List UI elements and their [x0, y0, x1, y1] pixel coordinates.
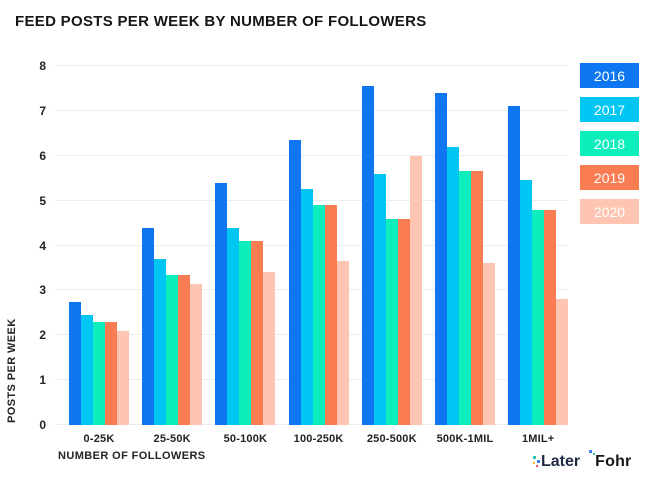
x-axis-tick-100-250K: 100-250K — [293, 433, 344, 445]
later-logo-dot-icon — [536, 465, 538, 467]
x-axis-tick-1MIL+: 1MIL+ — [521, 433, 555, 445]
bar-2017-50-100K — [227, 227, 240, 425]
bar-2019-100-250K — [324, 205, 337, 425]
bar-2019-500K-1MIL — [471, 171, 483, 425]
footer-logos: Later Fohr — [533, 450, 632, 471]
x-axis-label: NUMBER OF FOLLOWERS — [58, 450, 206, 462]
later-logo: Later — [533, 450, 595, 471]
legend-item-2020: 2020 — [580, 199, 639, 224]
bar-2020-1MIL+ — [556, 299, 569, 425]
bar-group-50-100K — [215, 182, 276, 425]
y-axis-tick-5: 5 — [39, 193, 46, 208]
bar-2019-0-25K — [105, 321, 117, 425]
y-axis-tick-7: 7 — [39, 103, 46, 118]
bar-group-100-250K — [288, 140, 349, 425]
x-axis-tick-25-50K: 25-50K — [153, 433, 191, 445]
legend-item-2016: 2016 — [580, 63, 639, 88]
bar-2016-1MIL+ — [508, 106, 521, 425]
bar-2018-50-100K — [239, 241, 252, 425]
bar-2016-100-250K — [288, 140, 301, 425]
later-logo-dot-icon — [589, 450, 592, 453]
bar-2017-25-50K — [154, 258, 167, 425]
y-axis-label: POSTS PER WEEK — [6, 318, 18, 423]
x-axis-tick-50-100K: 50-100K — [223, 433, 268, 445]
bar-2020-25-50K — [190, 283, 203, 425]
x-axis-tick-0-25K: 0-25K — [83, 433, 115, 445]
legend-item-2018: 2018 — [580, 131, 639, 156]
later-logo-dot-icon — [593, 453, 595, 455]
bar-2020-0-25K — [117, 330, 129, 425]
y-axis-tick-1: 1 — [39, 373, 46, 388]
bar-2020-250-500K — [409, 155, 422, 425]
y-axis-tick-3: 3 — [39, 283, 46, 298]
bar-2020-50-100K — [263, 272, 276, 425]
later-logo-dot-icon — [533, 456, 536, 459]
bar-2018-1MIL+ — [532, 209, 545, 425]
bar-2018-0-25K — [93, 321, 105, 425]
bar-2018-250-500K — [385, 218, 398, 425]
x-axis-tick-500K-1MIL: 500K-1MIL — [436, 433, 494, 445]
bar-2017-100-250K — [300, 189, 313, 425]
bar-group-1MIL+ — [508, 106, 569, 425]
bar-2019-25-50K — [178, 274, 191, 425]
bar-group-0-25K — [69, 301, 129, 425]
bar-2019-250-500K — [397, 218, 410, 425]
y-axis-tick-4: 4 — [39, 238, 46, 253]
later-logo-label: Later — [541, 453, 581, 470]
legend-item-2017: 2017 — [580, 97, 639, 122]
bar-2016-500K-1MIL — [435, 92, 447, 425]
bar-2018-25-50K — [166, 274, 179, 425]
bar-2018-500K-1MIL — [459, 171, 471, 425]
bar-2017-500K-1MIL — [447, 146, 459, 425]
y-axis-tick-2: 2 — [39, 328, 46, 343]
x-axis-tick-250-500K: 250-500K — [366, 433, 417, 445]
fohr-logo: Fohr — [595, 453, 632, 470]
bar-group-500K-1MIL — [435, 92, 495, 425]
bar-2017-250-500K — [373, 173, 386, 425]
bar-2016-50-100K — [215, 182, 228, 425]
gridline-7 — [55, 109, 568, 111]
gridline-6 — [55, 154, 568, 156]
bar-2019-50-100K — [251, 241, 264, 425]
later-logo-dot-icon — [537, 460, 540, 463]
bar-2018-100-250K — [312, 205, 325, 425]
bar-2020-100-250K — [336, 261, 349, 425]
legend: 2016 2017 2018 2019 2020 — [580, 63, 639, 233]
y-axis-tick-0: 0 — [39, 418, 46, 432]
bar-group-250-500K — [361, 86, 422, 425]
bar-2016-25-50K — [142, 227, 155, 425]
bar-2017-1MIL+ — [520, 180, 533, 425]
bar-2016-250-500K — [361, 86, 374, 425]
bar-2020-500K-1MIL — [483, 263, 495, 425]
bar-group-25-50K — [142, 227, 203, 425]
bar-2016-0-25K — [69, 301, 81, 425]
plot-area — [55, 65, 569, 425]
gridline-8 — [55, 65, 568, 66]
legend-item-2019: 2019 — [580, 165, 639, 190]
bar-2019-1MIL+ — [544, 209, 557, 425]
chart-title: FEED POSTS PER WEEK BY NUMBER OF FOLLOWE… — [15, 13, 427, 30]
y-axis-tick-6: 6 — [39, 148, 46, 163]
bar-2017-0-25K — [81, 315, 93, 425]
y-axis-tick-8: 8 — [39, 59, 46, 73]
later-logo-dot-icon — [533, 462, 535, 464]
